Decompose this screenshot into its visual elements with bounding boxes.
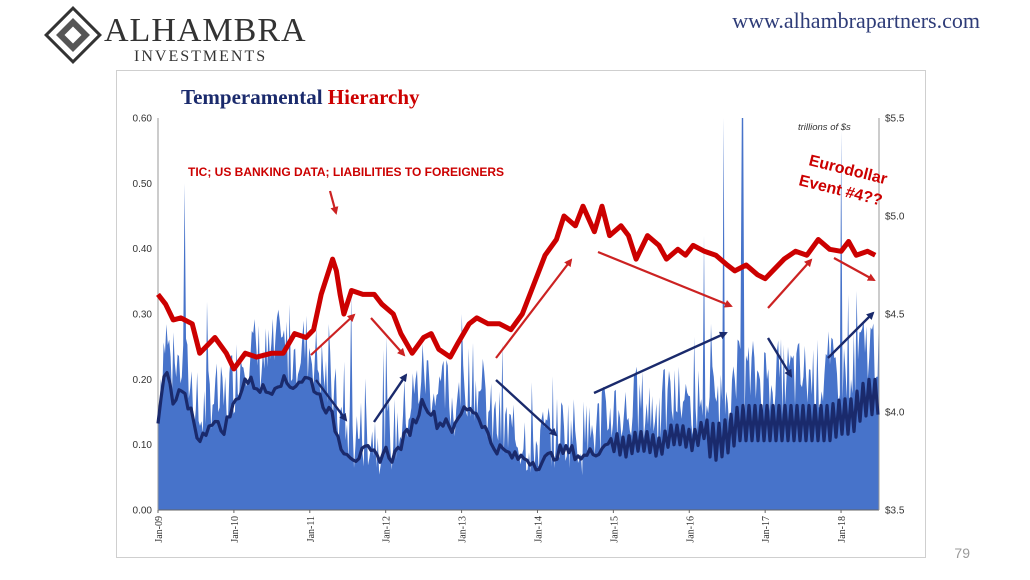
series-line-red (156, 203, 877, 372)
x-tick-label: Jan-16 (685, 516, 696, 543)
x-tick-label: Jan-15 (609, 516, 620, 543)
right-axis-unit: trillions of $s (798, 122, 851, 133)
axis-ticks-layer: 0.00 0.10 0.20 0.30 0.40 0.50 0.60 $3.5 $4.0 $4.5… (133, 114, 905, 543)
chart-title-part2: Hierarchy (328, 85, 420, 109)
trend-arrow-navy (373, 373, 408, 423)
x-tick-label: Jan-18 (837, 516, 848, 543)
alhambra-logo: ALHAMBRA INVESTMENTS (44, 4, 314, 65)
page-number: 79 (954, 545, 970, 561)
site-url[interactable]: www.alhambrapartners.com (732, 8, 980, 33)
left-tick-label: 0.40 (133, 244, 153, 255)
trend-arrow-navy (315, 379, 348, 422)
x-tick-label: Jan-13 (458, 516, 469, 543)
trend-arrow-navy (593, 331, 728, 395)
chart-frame (116, 70, 926, 558)
left-tick-label: 0.00 (133, 506, 153, 517)
liabilities-area (158, 118, 879, 510)
trend-arrow-red (370, 317, 406, 357)
trend-arrow-red (767, 258, 813, 309)
trend-arrow-navy (766, 337, 793, 378)
x-tick-label: Jan-09 (154, 516, 165, 543)
liability-area-layer (158, 118, 879, 510)
trend-arrow-red (833, 257, 876, 281)
trend-arrows-layer (310, 190, 876, 437)
chart-title: Temperamental Hierarchy (181, 85, 420, 109)
trend-arrow-red (597, 250, 733, 308)
right-tick-label: $4.0 (885, 408, 905, 419)
series-lines-layer (156, 203, 880, 472)
chart-title-part1: Temperamental (181, 85, 328, 109)
trend-arrow-red (310, 313, 356, 356)
right-tick-label: $4.5 (885, 310, 905, 321)
x-tick-label: Jan-10 (230, 516, 241, 543)
x-tick-label: Jan-11 (306, 516, 317, 542)
logo-name: ALHAMBRA (104, 12, 307, 49)
trend-arrow-red (495, 258, 573, 359)
series-line-navy (156, 371, 880, 472)
x-tick-label: Jan-17 (761, 516, 772, 543)
chart-grid-layer (157, 118, 880, 511)
left-tick-label: 0.20 (133, 375, 153, 386)
left-tick-label: 0.30 (133, 310, 153, 321)
left-tick-label: 0.10 (133, 440, 153, 451)
left-tick-label: 0.50 (133, 179, 153, 190)
trend-arrow-red (328, 190, 339, 215)
x-tick-label: Jan-14 (533, 516, 544, 543)
annotation-main: TIC; US BANKING DATA; LIABILITIES TO FOR… (188, 165, 504, 179)
right-tick-label: $3.5 (885, 506, 905, 517)
left-tick-label: 0.60 (133, 114, 153, 125)
logo-subtitle: INVESTMENTS (134, 48, 268, 65)
chart: 0.00 0.10 0.20 0.30 0.40 0.50 0.60 $3.5 $4.0 $4.5… (133, 85, 905, 543)
x-tick-label: Jan-12 (382, 516, 393, 543)
right-tick-label: $5.0 (885, 212, 905, 223)
trend-arrow-navy (495, 379, 558, 437)
trend-arrow-navy (827, 311, 875, 359)
right-tick-label: $5.5 (885, 114, 905, 125)
diamond-logo-icon (44, 6, 102, 64)
